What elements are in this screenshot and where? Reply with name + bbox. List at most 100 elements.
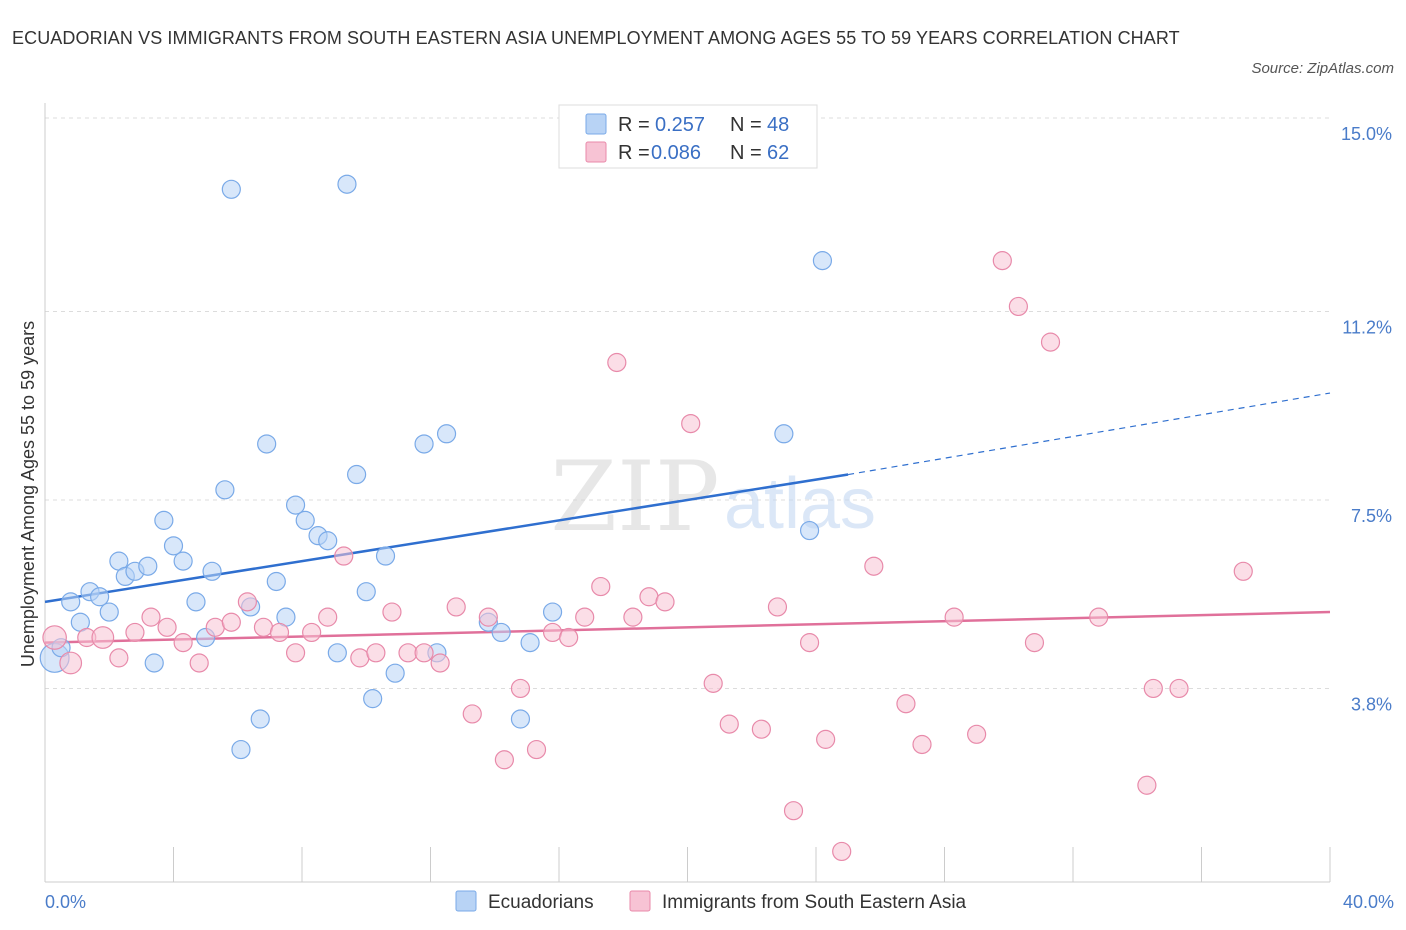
y-tick-label-3: 15.0% bbox=[1341, 124, 1392, 144]
point-series-0-33 bbox=[356, 582, 376, 602]
point-series-1-46 bbox=[816, 729, 836, 749]
point-series-1-59 bbox=[1143, 678, 1163, 699]
point-series-1-35 bbox=[607, 352, 627, 373]
point-series-0-44 bbox=[542, 602, 563, 622]
point-series-1-39 bbox=[681, 414, 701, 434]
point-series-0-32 bbox=[347, 464, 367, 485]
point-series-0-35 bbox=[375, 546, 396, 566]
trend-line-extension-0 bbox=[848, 392, 1331, 476]
point-series-1-21 bbox=[382, 602, 402, 622]
point-series-0-6 bbox=[99, 602, 119, 622]
point-series-0-18 bbox=[215, 480, 235, 500]
source-note: Source: ZipAtlas.com bbox=[1251, 60, 1394, 77]
point-series-1-50 bbox=[912, 734, 932, 755]
point-series-1-29 bbox=[510, 678, 531, 699]
point-series-1-33 bbox=[575, 607, 595, 627]
point-series-0-11 bbox=[144, 653, 164, 673]
point-series-1-40 bbox=[703, 673, 723, 693]
point-series-1-9 bbox=[189, 653, 209, 673]
point-series-0-47 bbox=[812, 251, 833, 271]
point-series-0-41 bbox=[491, 622, 511, 643]
point-series-0-31 bbox=[337, 174, 357, 194]
data-points bbox=[39, 174, 1253, 862]
point-series-1-37 bbox=[639, 587, 659, 607]
point-series-0-14 bbox=[173, 551, 193, 571]
point-series-1-0 bbox=[42, 625, 67, 650]
point-series-1-57 bbox=[1089, 607, 1109, 627]
bottom-legend-swatch-immigrants bbox=[629, 890, 651, 912]
point-series-1-53 bbox=[992, 251, 1012, 271]
chart-title: ECUADORIAN VS IMMIGRANTS FROM SOUTH EAST… bbox=[12, 28, 1180, 48]
legend-r-label-2: R = bbox=[618, 142, 650, 164]
point-series-1-43 bbox=[767, 597, 788, 617]
point-series-1-15 bbox=[285, 643, 306, 663]
point-series-0-43 bbox=[520, 633, 540, 653]
point-series-0-20 bbox=[231, 739, 251, 760]
point-series-1-41 bbox=[719, 714, 739, 734]
point-series-0-46 bbox=[799, 520, 820, 541]
point-series-1-42 bbox=[751, 719, 771, 739]
point-series-0-10 bbox=[138, 556, 158, 576]
axes bbox=[44, 103, 1331, 883]
point-series-1-22 bbox=[398, 643, 418, 663]
point-series-0-13 bbox=[163, 536, 184, 556]
bottom-legend-immigrants: Immigrants from South Eastern Asia bbox=[662, 892, 967, 913]
x-tick-label-max: 40.0% bbox=[1343, 892, 1394, 912]
point-series-1-6 bbox=[141, 607, 161, 627]
point-series-1-51 bbox=[944, 607, 964, 627]
point-series-1-18 bbox=[334, 546, 354, 566]
point-series-1-48 bbox=[864, 556, 884, 576]
point-series-1-58 bbox=[1137, 775, 1157, 795]
bottom-legend-ecuadorians: Ecuadorians bbox=[488, 892, 594, 913]
point-series-1-12 bbox=[237, 592, 257, 612]
bottom-legend-swatch-ecuadorians bbox=[455, 890, 477, 912]
y-tick-labels: 3.8% 7.5% 11.2% 15.0% bbox=[1341, 124, 1392, 714]
point-series-1-14 bbox=[269, 622, 290, 643]
point-series-1-17 bbox=[318, 607, 338, 627]
legend-r-value-2: 0.086 bbox=[651, 142, 701, 164]
point-series-0-23 bbox=[257, 434, 277, 454]
point-series-0-45 bbox=[774, 424, 794, 444]
point-series-1-20 bbox=[366, 643, 386, 663]
point-series-0-27 bbox=[295, 510, 315, 530]
point-series-0-19 bbox=[221, 179, 241, 199]
point-series-1-38 bbox=[655, 592, 675, 612]
point-series-1-36 bbox=[623, 607, 643, 627]
point-series-1-45 bbox=[799, 633, 820, 653]
watermark-atlas: atlas bbox=[724, 464, 876, 544]
point-series-1-4 bbox=[109, 648, 129, 668]
y-tick-label-1: 7.5% bbox=[1351, 506, 1392, 526]
trend-lines bbox=[44, 392, 1331, 644]
watermark-zip: ZIP bbox=[550, 441, 719, 553]
point-series-1-8 bbox=[173, 633, 193, 653]
point-series-1-19 bbox=[350, 648, 370, 668]
legend-swatch-ecuadorians bbox=[585, 113, 607, 135]
point-series-1-11 bbox=[221, 612, 241, 632]
point-series-1-60 bbox=[1169, 678, 1189, 699]
legend-r-label-1: R = bbox=[618, 114, 650, 136]
point-series-1-24 bbox=[430, 653, 450, 673]
point-series-1-52 bbox=[967, 724, 987, 744]
point-series-0-15 bbox=[186, 592, 206, 612]
point-series-1-54 bbox=[1008, 296, 1028, 317]
point-series-0-34 bbox=[363, 689, 383, 709]
point-series-0-5 bbox=[90, 587, 110, 607]
point-series-0-22 bbox=[250, 709, 270, 729]
point-series-0-30 bbox=[327, 643, 347, 663]
point-series-1-3 bbox=[91, 626, 115, 649]
point-series-1-13 bbox=[253, 617, 274, 637]
point-series-1-1 bbox=[59, 651, 83, 675]
point-series-1-28 bbox=[494, 750, 514, 770]
point-series-1-34 bbox=[591, 576, 611, 597]
point-series-1-10 bbox=[205, 617, 225, 637]
point-series-1-31 bbox=[542, 622, 563, 643]
legend-swatch-immigrants bbox=[585, 141, 607, 163]
x-tick-label-min: 0.0% bbox=[45, 892, 86, 912]
point-series-0-17 bbox=[202, 561, 222, 581]
point-series-0-36 bbox=[385, 663, 405, 683]
point-series-1-49 bbox=[896, 694, 916, 714]
x-tick-labels: 0.0% 40.0% bbox=[45, 892, 1394, 912]
point-series-0-29 bbox=[318, 531, 338, 551]
point-series-1-27 bbox=[478, 607, 498, 627]
